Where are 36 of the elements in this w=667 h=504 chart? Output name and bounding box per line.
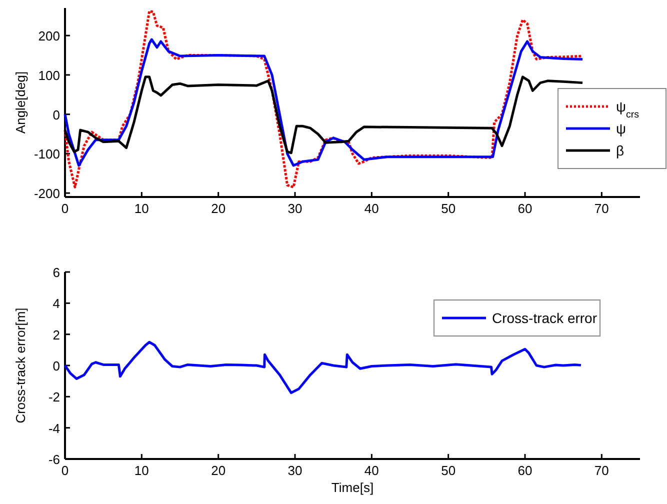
line-series — [64, 10, 584, 188]
y-tick-label: 100 — [38, 68, 60, 83]
y-tick-label: -100 — [34, 146, 60, 162]
y-tick-label: -4 — [48, 420, 60, 436]
x-tick-label: 30 — [288, 463, 302, 478]
x-tick-label: 70 — [594, 201, 609, 216]
y-tick-label: 0 — [52, 358, 60, 374]
y-tick-label: -200 — [34, 186, 60, 202]
x-tick-label: 30 — [288, 201, 302, 216]
y-tick-label: 200 — [38, 28, 60, 44]
x-axis-title: Time[s] — [331, 480, 374, 495]
legend-label: Cross-track error — [492, 310, 598, 326]
y-axis-title: Cross-track error[m] — [13, 308, 28, 424]
x-tick-label: 60 — [518, 463, 532, 478]
y-tick-label: -6 — [48, 452, 60, 467]
line-series — [64, 340, 582, 394]
x-tick-label: 10 — [134, 463, 149, 478]
x-tick-label: 40 — [364, 463, 379, 478]
x-tick-label: 60 — [518, 201, 532, 216]
y-tick-label: 6 — [52, 265, 60, 280]
x-tick-label: 50 — [441, 201, 456, 216]
y-tick-label: 4 — [52, 296, 60, 312]
x-tick-label: 40 — [364, 201, 379, 216]
legend-label: ψ$_{crs}$ — [616, 98, 640, 120]
legend-label: ψ — [616, 120, 626, 136]
x-tick-label: 50 — [441, 463, 456, 478]
x-tick-label: 10 — [134, 201, 149, 216]
x-tick-label: 20 — [211, 201, 226, 216]
y-axis-title: Angle[deg] — [13, 71, 28, 134]
y-tick-label: -2 — [48, 390, 60, 405]
line-series — [64, 38, 584, 167]
y-tick-label: 2 — [52, 327, 60, 342]
x-tick-label: 70 — [594, 463, 609, 478]
y-tick-label: 0 — [52, 107, 60, 122]
legend-label: β — [616, 142, 624, 158]
x-tick-label: 20 — [211, 463, 226, 478]
